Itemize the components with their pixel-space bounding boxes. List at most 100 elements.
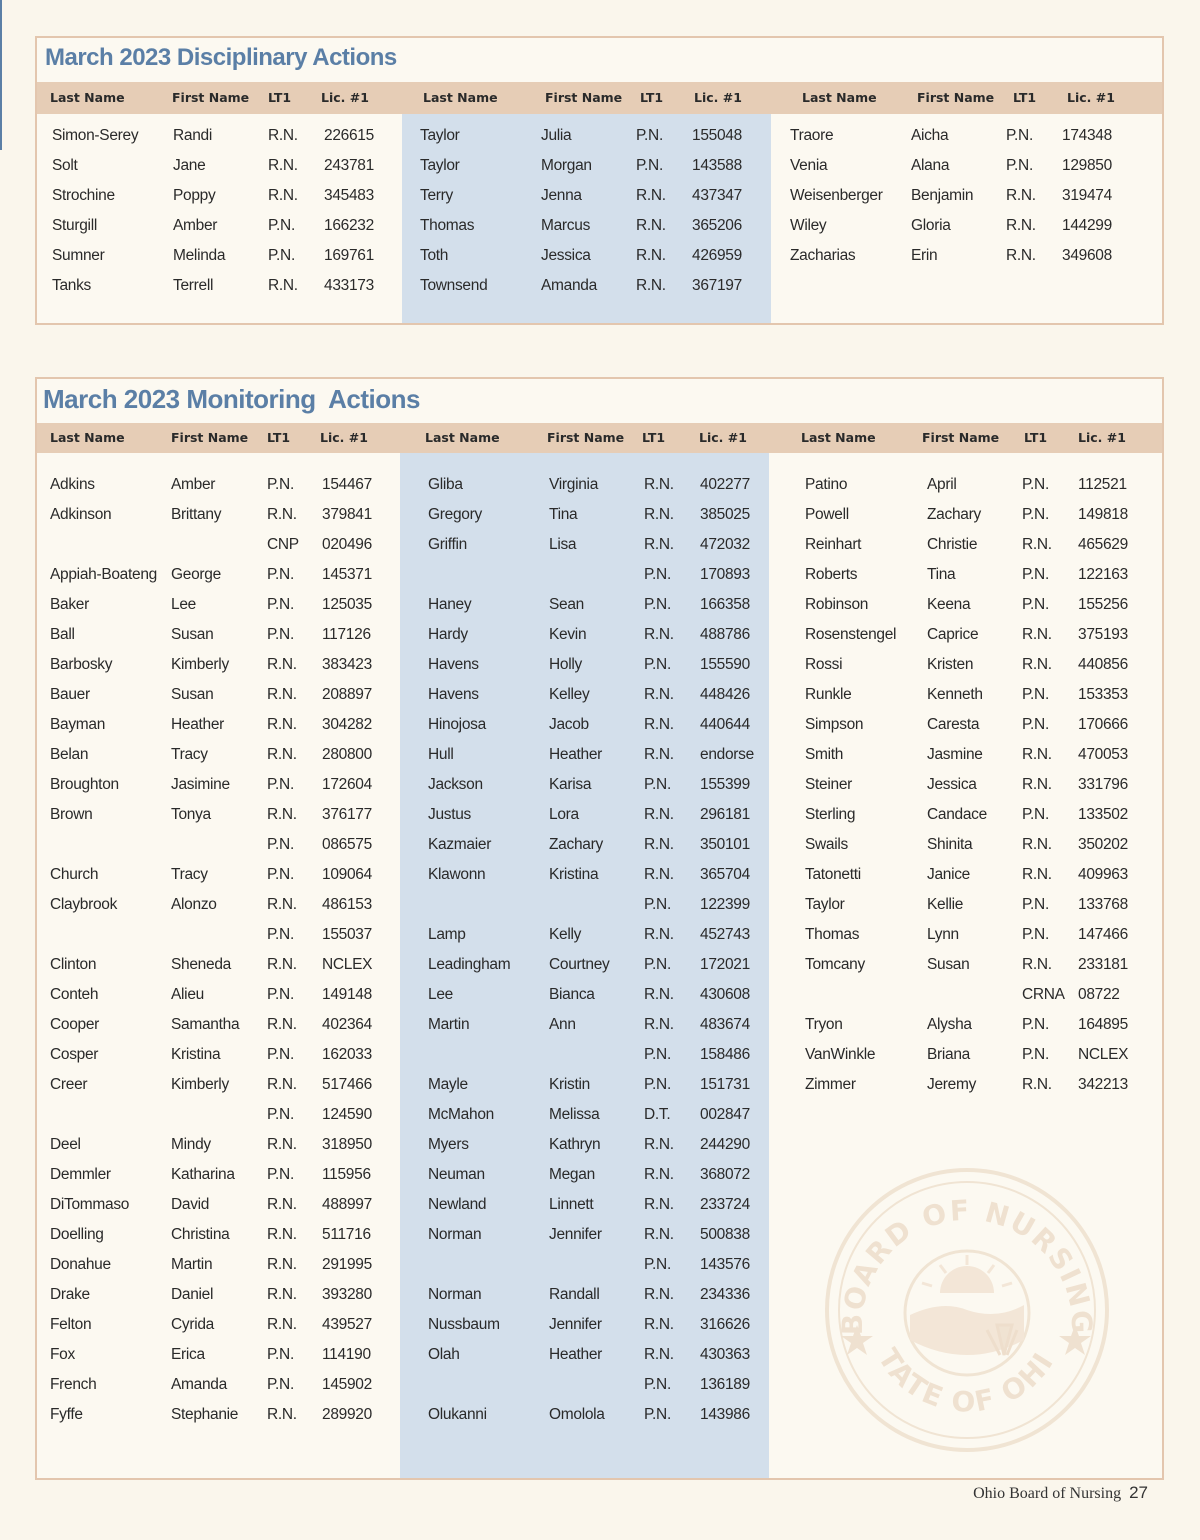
first-name-cell: Erica (171, 1346, 205, 1363)
license-type-cell: P.N. (644, 776, 671, 793)
first-name-cell: Katharina (171, 1166, 235, 1183)
license-number-cell: 162033 (322, 1046, 372, 1063)
last-name-cell: Tanks (52, 277, 91, 294)
last-name-cell: Felton (50, 1316, 92, 1333)
first-name-cell: Kevin (549, 626, 587, 643)
col-header-lic: Lic. #1 (699, 430, 747, 445)
first-name-cell: Melinda (173, 247, 226, 264)
license-type-cell: P.N. (644, 1376, 671, 1393)
last-name-cell: Donahue (50, 1256, 111, 1273)
page-footer: Ohio Board of Nursing 27 (973, 1483, 1148, 1503)
license-number-cell: 124590 (322, 1106, 372, 1123)
first-name-cell: Martin (171, 1256, 213, 1273)
first-name-cell: Keena (927, 596, 971, 613)
license-type-cell: P.N. (1022, 806, 1049, 823)
last-name-cell: Baker (50, 596, 89, 613)
license-number-cell: 488786 (700, 626, 750, 643)
col-header-lic: Lic. #1 (321, 90, 369, 105)
license-number-cell: 426959 (692, 247, 742, 264)
col-header-last-name: Last Name (423, 90, 498, 105)
license-number-cell: 08722 (1078, 986, 1120, 1003)
first-name-cell: Randi (173, 127, 212, 144)
col-header-last-name: Last Name (802, 90, 877, 105)
license-number-cell: 155256 (1078, 596, 1128, 613)
license-number-cell: 143986 (700, 1406, 750, 1423)
last-name-cell: Hardy (428, 626, 468, 643)
license-number-cell: 117126 (322, 626, 371, 643)
license-number-cell: 166358 (700, 596, 750, 613)
license-type-cell: R.N. (644, 986, 674, 1003)
first-name-cell: Zachary (927, 506, 981, 523)
last-name-cell: Ball (50, 626, 75, 643)
last-name-cell: Havens (428, 686, 479, 703)
license-number-cell: 020496 (322, 536, 372, 553)
license-type-cell: P.N. (267, 1046, 294, 1063)
license-type-cell: R.N. (267, 1316, 297, 1333)
last-name-cell: Runkle (805, 686, 852, 703)
license-number-cell: 291995 (322, 1256, 372, 1273)
monitoring-actions-title: March 2023 Monitoring Actions (43, 384, 420, 414)
license-type-cell: R.N. (644, 626, 674, 643)
last-name-cell: Powell (805, 506, 849, 523)
highlight-column-band (402, 114, 771, 323)
license-type-cell: R.N. (267, 956, 297, 973)
license-type-cell: P.N. (267, 776, 294, 793)
license-number-cell: 172021 (700, 956, 750, 973)
license-type-cell: R.N. (267, 1016, 297, 1033)
monitoring-table-header: Last Name First Name LT1 Lic. #1 Last Na… (37, 423, 1162, 453)
first-name-cell: Holly (549, 656, 582, 673)
last-name-cell: Rossi (805, 656, 843, 673)
highlight-column-band (400, 453, 769, 1478)
license-number-cell: 483674 (700, 1016, 750, 1033)
license-number-cell: 233181 (1078, 956, 1128, 973)
first-name-cell: Kimberly (171, 1076, 229, 1093)
first-name-cell: Megan (549, 1166, 595, 1183)
last-name-cell: Simon-Serey (52, 127, 139, 144)
license-number-cell: 155037 (322, 926, 372, 943)
col-header-first-name: First Name (171, 430, 249, 445)
license-number-cell: 318950 (322, 1136, 372, 1153)
license-type-cell: P.N. (267, 626, 294, 643)
license-type-cell: R.N. (644, 1316, 674, 1333)
last-name-cell: Venia (790, 157, 828, 174)
license-number-cell: 365206 (692, 217, 742, 234)
license-number-cell: 109064 (322, 866, 372, 883)
first-name-cell: Christina (171, 1226, 230, 1243)
license-number-cell: 430608 (700, 986, 750, 1003)
first-name-cell: Alysha (927, 1016, 972, 1033)
license-type-cell: P.N. (267, 836, 294, 853)
license-type-cell: P.N. (267, 1166, 294, 1183)
last-name-cell: Cooper (50, 1016, 100, 1033)
col-header-lt1: LT1 (1024, 430, 1048, 445)
first-name-cell: Mindy (171, 1136, 211, 1153)
license-type-cell: P.N. (1022, 566, 1049, 583)
license-number-cell: 155048 (692, 127, 742, 144)
license-type-cell: P.N. (1022, 926, 1049, 943)
license-type-cell: P.N. (267, 1346, 294, 1363)
first-name-cell: Poppy (173, 187, 216, 204)
last-name-cell: Clinton (50, 956, 97, 973)
last-name-cell: Myers (428, 1136, 469, 1153)
license-type-cell: R.N. (1022, 746, 1052, 763)
license-type-cell: R.N. (644, 926, 674, 943)
first-name-cell: Virginia (549, 476, 599, 493)
first-name-cell: Omolola (549, 1406, 605, 1423)
license-number-cell: 440856 (1078, 656, 1128, 673)
license-type-cell: R.N. (267, 656, 297, 673)
first-name-cell: Kristin (549, 1076, 590, 1093)
license-number-cell: 452743 (700, 926, 750, 943)
license-number-cell: 164895 (1078, 1016, 1128, 1033)
license-type-cell: R.N. (267, 716, 297, 733)
license-type-cell: R.N. (644, 1226, 674, 1243)
license-number-cell: 115956 (322, 1166, 371, 1183)
license-number-cell: 517466 (322, 1076, 372, 1093)
last-name-cell: Zacharias (790, 247, 856, 264)
license-type-cell: R.N. (636, 247, 666, 264)
license-type-cell: R.N. (267, 806, 297, 823)
col-header-lic: Lic. #1 (320, 430, 368, 445)
first-name-cell: Sheneda (171, 956, 231, 973)
first-name-cell: Ann (549, 1016, 576, 1033)
first-name-cell: Zachary (549, 836, 603, 853)
first-name-cell: Jeremy (927, 1076, 977, 1093)
first-name-cell: Gloria (911, 217, 951, 234)
